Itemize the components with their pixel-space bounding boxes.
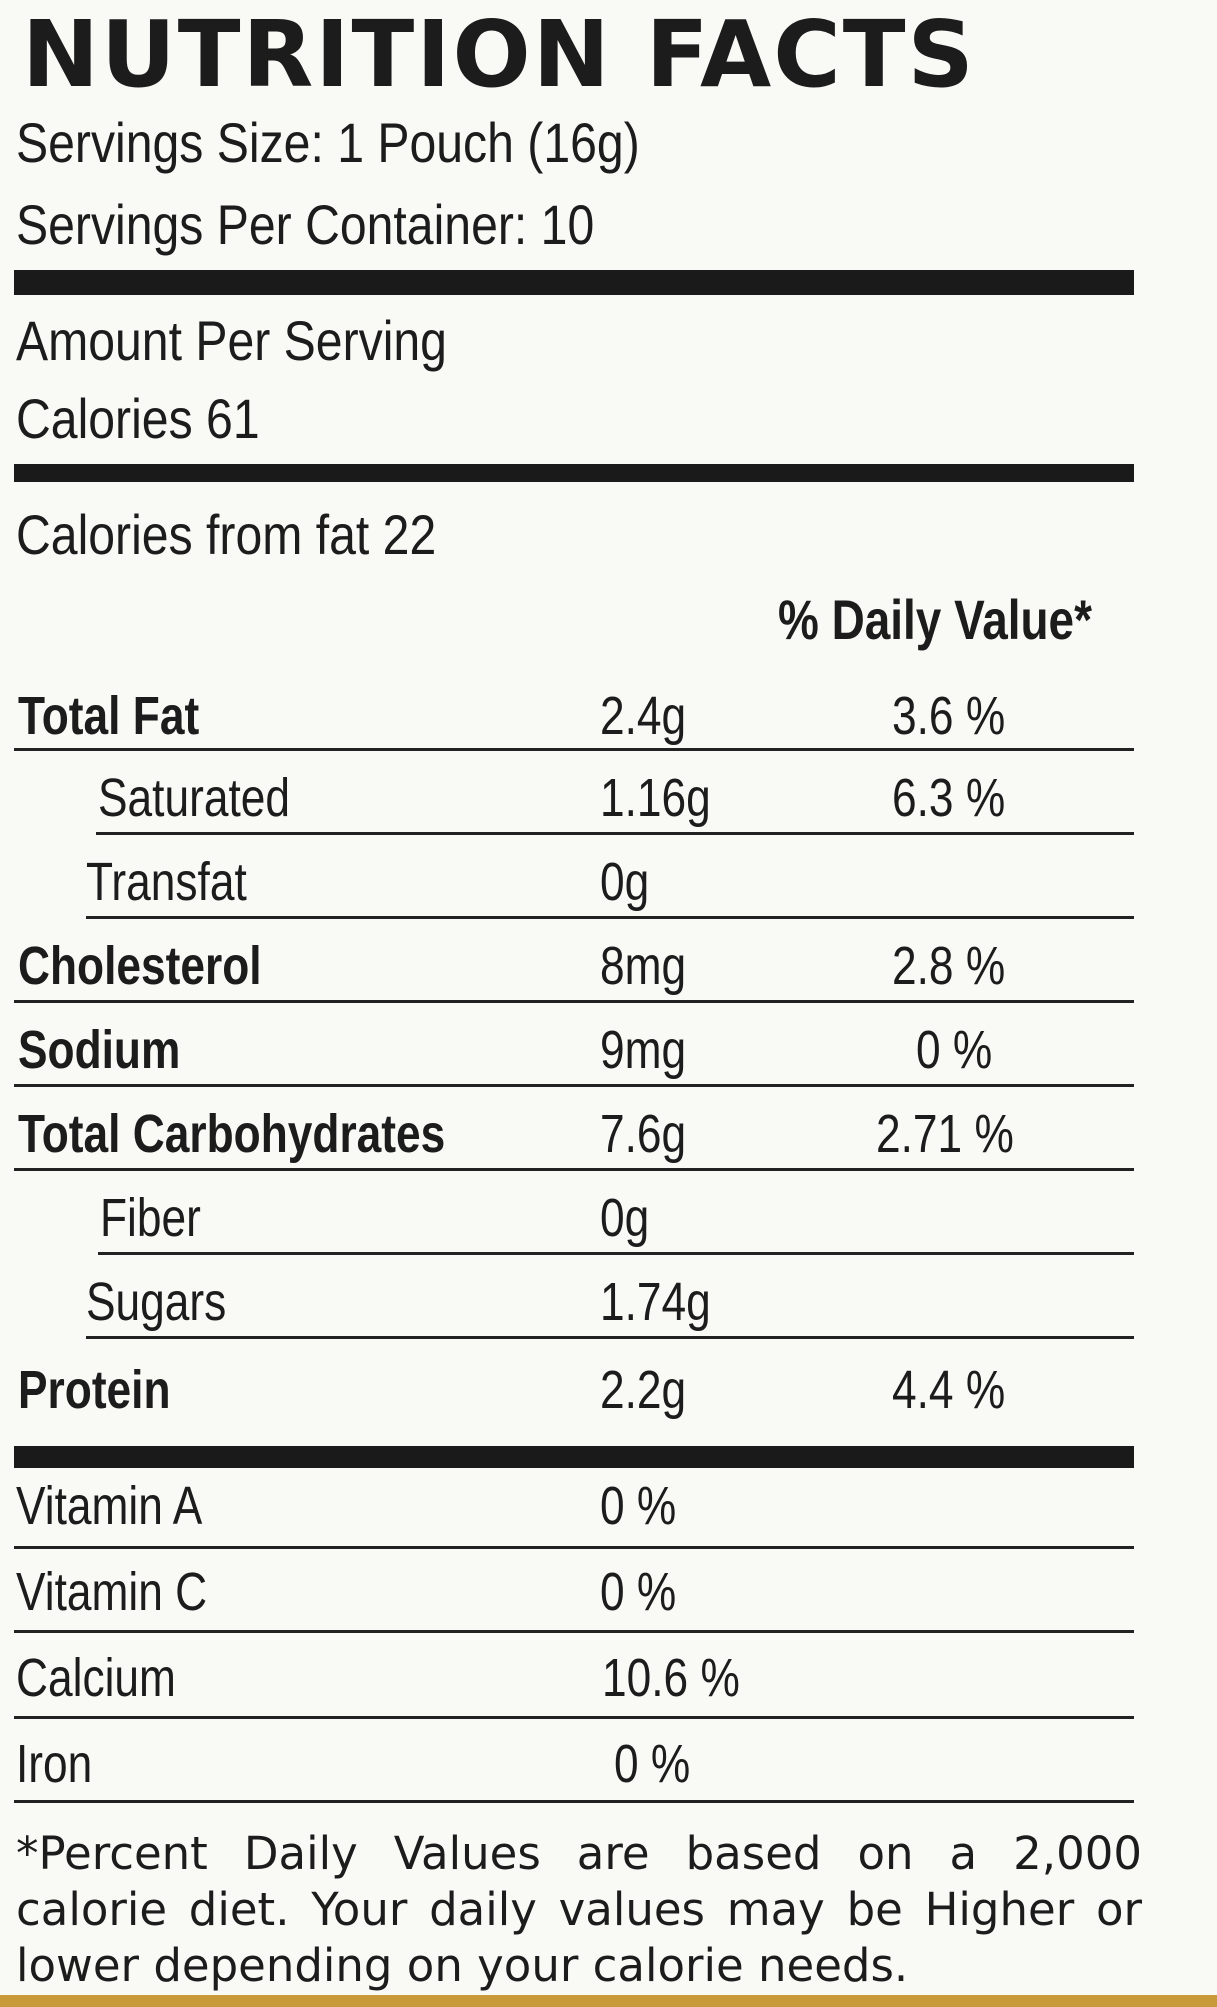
nutrient-name: Sugars — [86, 1272, 227, 1332]
row-divider — [86, 1336, 1134, 1339]
nutrient-daily-value: 4.4 % — [892, 1360, 1006, 1420]
nutrient-daily-value: 3.6 % — [892, 686, 1006, 746]
vitamin-name: Vitamin C — [16, 1562, 208, 1622]
nutrient-name: Cholesterol — [18, 936, 262, 996]
nutrient-amount: 1.74g — [600, 1272, 711, 1332]
vitamin-value: 0 % — [600, 1562, 677, 1622]
serving-size: Servings Size: 1 Pouch (16g) — [16, 111, 640, 174]
nutrient-amount: 0g — [600, 1188, 650, 1248]
nutrient-amount: 2.2g — [600, 1360, 687, 1420]
nutrient-name: Total Carbohydrates — [18, 1104, 446, 1164]
thick-divider-top — [14, 270, 1134, 295]
row-divider — [14, 1546, 1134, 1549]
nutrient-amount: 8mg — [600, 936, 687, 996]
servings-per-container: Servings Per Container: 10 — [16, 193, 595, 256]
vitamin-name: Vitamin A — [16, 1476, 203, 1536]
nutrient-amount: 1.16g — [600, 768, 711, 828]
row-divider — [14, 748, 1134, 751]
nutrient-amount: 0g — [600, 852, 650, 912]
nutrient-daily-value: 2.71 % — [876, 1104, 1014, 1164]
vitamin-value: 10.6 % — [602, 1648, 740, 1708]
vitamin-name: Calcium — [16, 1648, 176, 1708]
row-divider — [14, 1630, 1134, 1633]
nutrient-name: Transfat — [86, 852, 247, 912]
vitamin-name: Iron — [16, 1734, 93, 1794]
thick-divider-vitamins — [14, 1446, 1134, 1468]
nutrient-name: Sodium — [18, 1020, 181, 1080]
calories: Calories 61 — [16, 387, 260, 450]
row-divider — [96, 832, 1134, 835]
row-divider — [14, 1800, 1134, 1803]
amount-per-serving: Amount Per Serving — [16, 309, 447, 372]
row-divider — [86, 916, 1134, 919]
row-divider — [14, 1168, 1134, 1171]
nutrient-amount: 9mg — [600, 1020, 687, 1080]
calories-from-fat: Calories from fat 22 — [16, 503, 437, 566]
nutrient-daily-value: 6.3 % — [892, 768, 1006, 828]
row-divider — [14, 1084, 1134, 1087]
row-divider — [98, 1252, 1134, 1255]
footnote: *Percent Daily Values are based on a 2,0… — [16, 1827, 1142, 1992]
vitamin-value: 0 % — [600, 1476, 677, 1536]
nutrient-amount: 7.6g — [600, 1104, 687, 1164]
label-title: NUTRITION FACTS — [22, 1, 976, 108]
daily-value-header: % Daily Value* — [778, 588, 1092, 651]
vitamin-value: 0 % — [614, 1734, 691, 1794]
package-edge — [0, 1995, 1217, 2007]
nutrient-name: Saturated — [98, 768, 291, 828]
nutrient-name: Total Fat — [18, 686, 200, 746]
nutrient-name: Protein — [18, 1360, 171, 1420]
nutrient-daily-value: 2.8 % — [892, 936, 1006, 996]
thick-divider-calories — [14, 464, 1134, 482]
row-divider — [14, 1716, 1134, 1719]
nutrient-amount: 2.4g — [600, 686, 687, 746]
nutrient-daily-value: 0 % — [916, 1020, 993, 1080]
nutrient-name: Fiber — [100, 1188, 201, 1248]
row-divider — [14, 1000, 1134, 1003]
